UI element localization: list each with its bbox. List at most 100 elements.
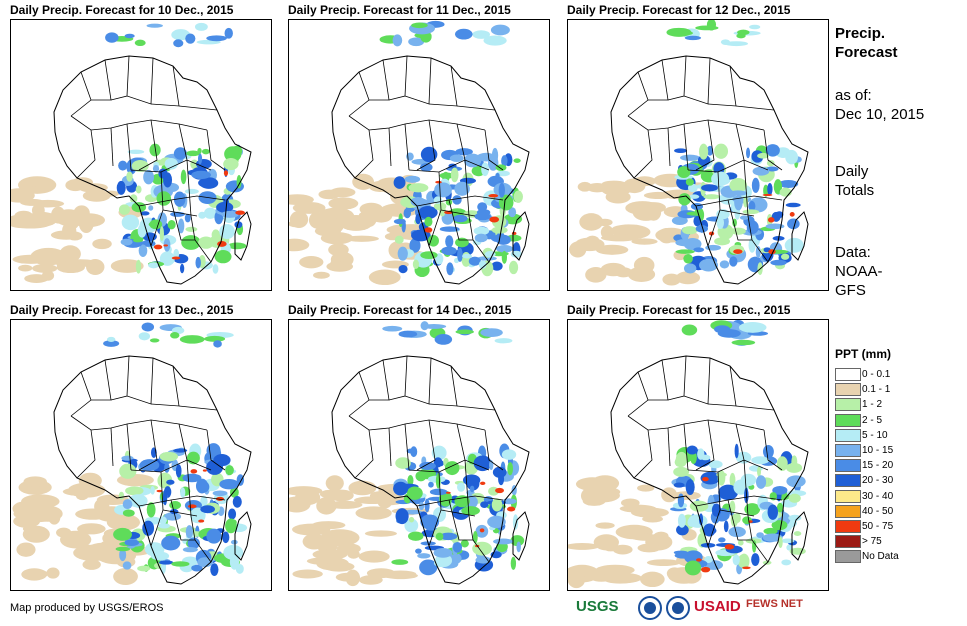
country-border xyxy=(727,199,752,241)
totals-label: Daily Totals xyxy=(835,162,874,200)
legend-label: 10 - 15 xyxy=(862,444,894,456)
country-border xyxy=(763,129,783,171)
africa-map xyxy=(567,19,829,291)
legend-swatch xyxy=(835,459,861,473)
africa-coastline xyxy=(331,355,530,585)
africa-map xyxy=(10,319,272,591)
country-border xyxy=(138,119,158,171)
legend-label: 30 - 40 xyxy=(862,490,894,502)
country-border xyxy=(627,415,765,431)
country-border xyxy=(150,365,180,407)
country-border xyxy=(130,459,212,473)
country-border xyxy=(126,357,154,405)
legend-swatch xyxy=(835,489,861,503)
africa-coastline xyxy=(610,55,809,285)
country-border xyxy=(178,423,188,461)
legend-title: PPT (mm) xyxy=(835,347,892,361)
country-border xyxy=(162,509,198,517)
legend-label: 1 - 2 xyxy=(862,399,883,411)
as-of-date: as of: Dec 10, 2015 xyxy=(835,86,924,124)
madagascar-outline xyxy=(791,211,809,261)
precip-field xyxy=(569,20,804,286)
country-border xyxy=(456,405,496,411)
title-line: Forecast xyxy=(835,44,898,61)
legend-swatch xyxy=(835,398,861,412)
country-border xyxy=(627,115,765,131)
country-border xyxy=(695,195,783,207)
map-svg xyxy=(568,320,809,589)
panel-title: Daily Precip. Forecast for 12 Dec., 2015 xyxy=(567,3,791,17)
country-border xyxy=(404,57,432,105)
country-border xyxy=(150,65,180,107)
legend-swatch xyxy=(835,535,861,549)
country-border xyxy=(633,429,653,479)
legend-swatch xyxy=(835,519,861,533)
panel-title: Daily Precip. Forecast for 13 Dec., 2015 xyxy=(10,303,234,317)
africa-coastline xyxy=(610,355,809,585)
legend-swatch xyxy=(835,383,861,397)
country-border xyxy=(404,423,410,471)
country-border xyxy=(388,427,392,467)
map-panel-12-dec: Daily Precip. Forecast for 12 Dec., 2015 xyxy=(567,2,829,292)
country-border xyxy=(404,123,410,171)
country-border xyxy=(448,199,473,241)
country-border xyxy=(707,365,737,407)
country-border xyxy=(428,365,458,407)
legend-swatch xyxy=(835,428,861,442)
country-border xyxy=(683,423,689,471)
country-border xyxy=(633,129,653,179)
usaid-logo: USAID xyxy=(694,598,741,615)
legend-label: 20 - 30 xyxy=(862,475,894,487)
country-border xyxy=(735,405,775,411)
map-panel-14-dec: Daily Precip. Forecast for 14 Dec., 2015 xyxy=(288,302,550,592)
country-border xyxy=(464,159,490,263)
map-svg xyxy=(289,321,530,587)
map-svg xyxy=(11,22,252,285)
map-svg xyxy=(569,20,809,286)
country-border xyxy=(186,159,212,263)
country-border xyxy=(76,429,96,479)
country-border xyxy=(408,459,490,473)
country-border xyxy=(667,127,671,167)
country-border xyxy=(126,123,132,171)
country-border xyxy=(354,129,374,179)
country-border xyxy=(743,159,769,263)
legend-swatch xyxy=(835,474,861,488)
country-border xyxy=(440,509,476,517)
totals-line: Totals xyxy=(835,182,875,199)
country-border xyxy=(354,429,374,479)
country-border xyxy=(687,159,769,173)
africa-coastline xyxy=(53,55,252,285)
country-border xyxy=(206,429,226,471)
country-border xyxy=(695,495,783,507)
country-border xyxy=(110,427,114,467)
country-border xyxy=(735,105,775,111)
as-of-label: as of: xyxy=(835,87,872,104)
country-border xyxy=(178,123,188,161)
africa-map xyxy=(288,19,550,291)
data-source: Data: NOAA- GFS xyxy=(835,243,883,300)
madagascar-outline xyxy=(234,211,252,261)
madagascar-outline xyxy=(791,511,809,561)
africa-map xyxy=(10,19,272,291)
panel-title: Daily Precip. Forecast for 15 Dec., 2015 xyxy=(567,303,791,317)
legend-label: 40 - 50 xyxy=(862,505,894,517)
country-border xyxy=(743,459,769,563)
country-border xyxy=(683,57,711,105)
country-border xyxy=(448,499,473,541)
panel-title: Daily Precip. Forecast for 11 Dec., 2015 xyxy=(288,3,511,17)
agency-logos: USGS USAID FEWS NET xyxy=(576,593,826,623)
source-line: Data: xyxy=(835,244,871,261)
country-border xyxy=(110,55,130,101)
country-border xyxy=(178,405,218,411)
country-border xyxy=(428,65,458,107)
country-border xyxy=(456,123,466,161)
country-border xyxy=(727,499,752,541)
country-border xyxy=(416,195,504,207)
legend-label: 50 - 75 xyxy=(862,520,894,532)
madagascar-outline xyxy=(512,511,530,561)
legend-label: 5 - 10 xyxy=(862,429,888,441)
map-svg xyxy=(289,20,530,286)
country-border xyxy=(695,119,715,171)
country-border xyxy=(110,127,114,167)
